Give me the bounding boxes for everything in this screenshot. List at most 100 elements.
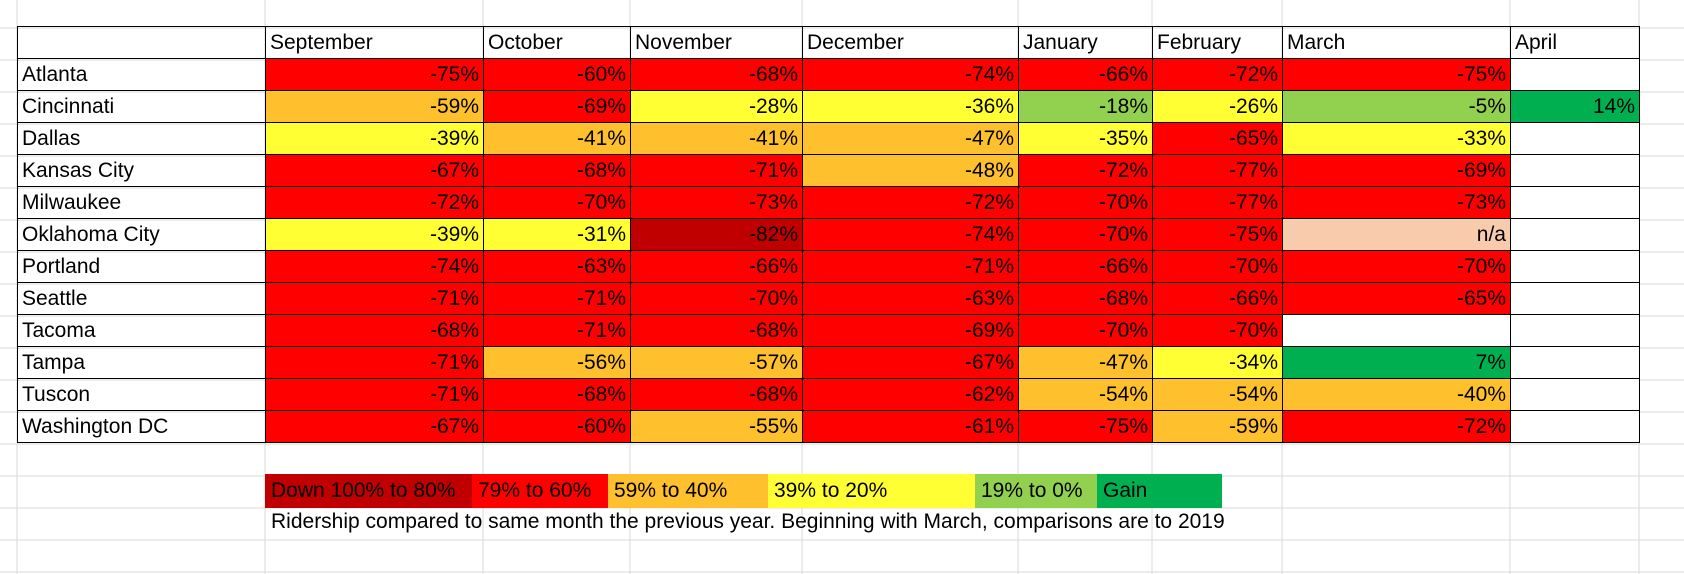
- ridership-value-cell: -71%: [802, 250, 1019, 283]
- table-footnote: Ridership compared to same month the pre…: [271, 510, 1225, 533]
- table-row: Kansas City -67% -68% -71% -48% -72% -77% -69%: [17, 154, 1640, 187]
- ridership-value-cell: [1510, 154, 1640, 187]
- ridership-value-cell: -75%: [1018, 410, 1153, 443]
- ridership-value-cell: -61%: [802, 410, 1019, 443]
- table-row: Dallas -39% -41% -41% -47% -35% -65% -33%: [17, 122, 1640, 155]
- ridership-value-cell: -54%: [1018, 378, 1153, 411]
- ridership-value-cell: -72%: [265, 186, 484, 219]
- city-name: Oklahoma City: [17, 218, 266, 251]
- city-name: Tacoma: [17, 314, 266, 347]
- ridership-value-cell: -68%: [630, 58, 803, 91]
- ridership-value-cell: -36%: [802, 90, 1019, 123]
- ridership-value-cell: -70%: [1018, 186, 1153, 219]
- ridership-value-cell: [1510, 218, 1640, 251]
- ridership-value-cell: -73%: [630, 186, 803, 219]
- ridership-value-cell: -59%: [265, 90, 484, 123]
- month-header: September: [265, 26, 484, 59]
- city-name: Dallas: [17, 122, 266, 155]
- ridership-value-cell: -63%: [483, 250, 631, 283]
- ridership-value-cell: [1510, 346, 1640, 379]
- ridership-value-cell: -66%: [1018, 250, 1153, 283]
- ridership-value-cell: -40%: [1282, 378, 1511, 411]
- ridership-value-cell: -31%: [483, 218, 631, 251]
- ridership-value-cell: 7%: [1282, 346, 1511, 379]
- ridership-value-cell: -70%: [1018, 218, 1153, 251]
- table-row: Washington DC -67% -60% -55% -61% -75% -59% -72…: [17, 410, 1640, 443]
- ridership-value-cell: -67%: [265, 154, 484, 187]
- ridership-value-cell: -69%: [802, 314, 1019, 347]
- ridership-value-cell: -39%: [265, 218, 484, 251]
- city-name: Cincinnati: [17, 90, 266, 123]
- ridership-value-cell: -63%: [802, 282, 1019, 315]
- ridership-value-cell: -72%: [1282, 410, 1511, 443]
- ridership-value-cell: -77%: [1152, 186, 1283, 219]
- ridership-value-cell: -68%: [483, 378, 631, 411]
- ridership-value-cell: -41%: [630, 122, 803, 155]
- ridership-value-cell: -68%: [265, 314, 484, 347]
- table-row: Oklahoma City -39% -31% -82% -74% -70% -75% n/a: [17, 218, 1640, 251]
- ridership-value-cell: -35%: [1018, 122, 1153, 155]
- ridership-value-cell: [1282, 314, 1511, 347]
- ridership-value-cell: -75%: [265, 58, 484, 91]
- ridership-value-cell: -48%: [802, 154, 1019, 187]
- ridership-value-cell: -69%: [483, 90, 631, 123]
- ridership-value-cell: -39%: [265, 122, 484, 155]
- ridership-value-cell: -60%: [483, 410, 631, 443]
- legend-swatch: 59% to 40%: [608, 474, 768, 508]
- ridership-value-cell: -82%: [630, 218, 803, 251]
- ridership-value-cell: -70%: [1282, 250, 1511, 283]
- ridership-value-cell: -60%: [483, 58, 631, 91]
- legend-swatch: 79% to 60%: [472, 474, 608, 508]
- ridership-value-cell: -67%: [265, 410, 484, 443]
- ridership-value-cell: [1510, 282, 1640, 315]
- ridership-value-cell: [1510, 378, 1640, 411]
- ridership-value-cell: -66%: [1152, 282, 1283, 315]
- legend-swatch: 19% to 0%: [975, 474, 1097, 508]
- legend-swatch: Gain: [1097, 474, 1222, 508]
- ridership-value-cell: -73%: [1282, 186, 1511, 219]
- ridership-value-cell: -70%: [1152, 314, 1283, 347]
- ridership-value-cell: -72%: [1152, 58, 1283, 91]
- month-header: October: [483, 26, 631, 59]
- ridership-value-cell: -72%: [1018, 154, 1153, 187]
- ridership-value-cell: n/a: [1282, 218, 1511, 251]
- city-name: Milwaukee: [17, 186, 266, 219]
- month-header: November: [630, 26, 803, 59]
- corner-cell: [17, 26, 266, 59]
- ridership-table: September October November December January F…: [17, 26, 1640, 443]
- table-row: Seattle -71% -71% -70% -63% -68% -66% -65%: [17, 282, 1640, 315]
- ridership-value-cell: -34%: [1152, 346, 1283, 379]
- ridership-value-cell: -71%: [265, 282, 484, 315]
- month-header: January: [1018, 26, 1153, 59]
- ridership-value-cell: -68%: [483, 154, 631, 187]
- ridership-value-cell: -33%: [1282, 122, 1511, 155]
- ridership-value-cell: -59%: [1152, 410, 1283, 443]
- table-row: Portland -74% -63% -66% -71% -66% -70% -70%: [17, 250, 1640, 283]
- ridership-value-cell: -75%: [1152, 218, 1283, 251]
- ridership-value-cell: -74%: [802, 58, 1019, 91]
- table-row: Milwaukee -72% -70% -73% -72% -70% -77% -73%: [17, 186, 1640, 219]
- ridership-value-cell: -71%: [483, 282, 631, 315]
- table-row: Cincinnati -59% -69% -28% -36% -18% -26% -5% 14%: [17, 90, 1640, 123]
- ridership-value-cell: [1510, 186, 1640, 219]
- ridership-value-cell: -56%: [483, 346, 631, 379]
- city-name: Kansas City: [17, 154, 266, 187]
- ridership-value-cell: -70%: [1152, 250, 1283, 283]
- ridership-value-cell: -77%: [1152, 154, 1283, 187]
- ridership-value-cell: -65%: [1282, 282, 1511, 315]
- ridership-value-cell: -71%: [483, 314, 631, 347]
- ridership-value-cell: 14%: [1510, 90, 1640, 123]
- ridership-value-cell: -74%: [802, 218, 1019, 251]
- month-header: December: [802, 26, 1019, 59]
- ridership-value-cell: -28%: [630, 90, 803, 123]
- table-row: Atlanta -75% -60% -68% -74% -66% -72% -75%: [17, 58, 1640, 91]
- ridership-value-cell: [1510, 250, 1640, 283]
- ridership-value-cell: -55%: [630, 410, 803, 443]
- legend-swatch: Down 100% to 80%: [265, 474, 472, 508]
- month-header: April: [1510, 26, 1640, 59]
- ridership-value-cell: -26%: [1152, 90, 1283, 123]
- city-name: Seattle: [17, 282, 266, 315]
- legend-swatch: 39% to 20%: [768, 474, 975, 508]
- ridership-value-cell: -70%: [483, 186, 631, 219]
- table-row: Tampa -71% -56% -57% -67% -47% -34% 7%: [17, 346, 1640, 379]
